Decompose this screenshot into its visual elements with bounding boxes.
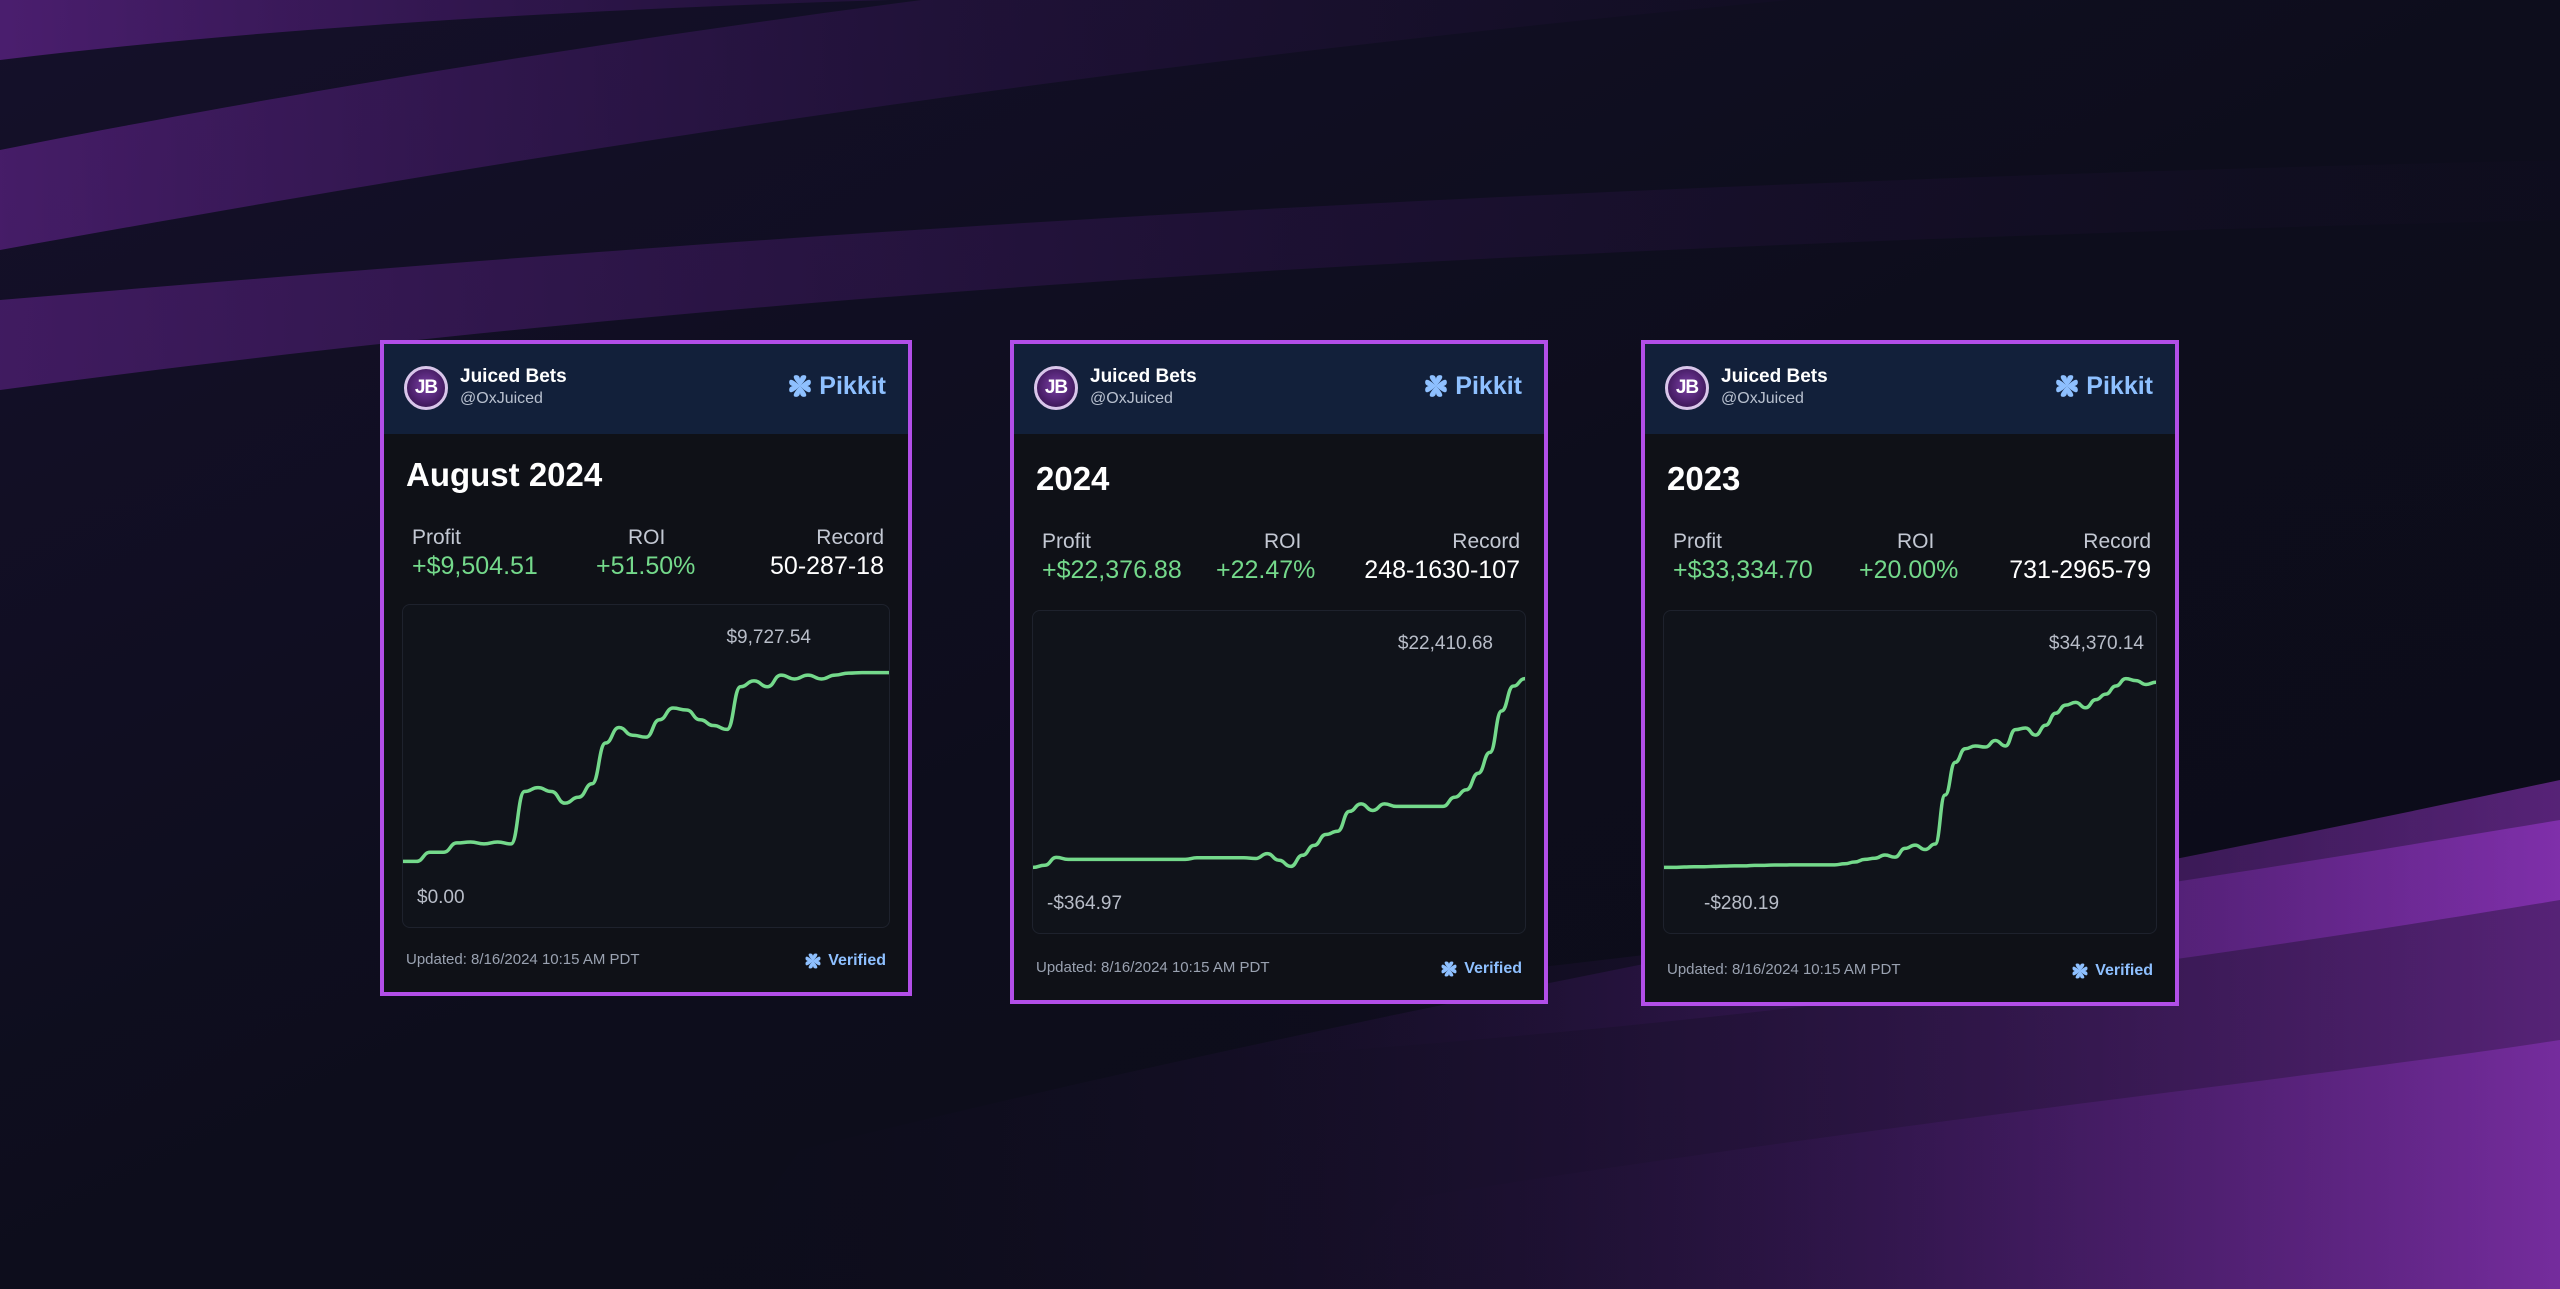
stats-card-2023[interactable]: JB Juiced Bets @OxJuiced Pikkit 2023 Pro… [1641,340,2179,1006]
profit-chart: $22,410.68 -$364.97 [1032,610,1526,934]
roi-label: ROI [628,526,666,549]
verified-clover-icon [1441,961,1457,977]
pikkit-logo: Pikkit [2054,370,2153,402]
profit-label: Profit [1673,530,1723,553]
record-value: 731-2965-79 [2009,556,2151,584]
profit-label: Profit [412,526,462,549]
jb-avatar-icon: JB [1665,366,1709,410]
profit-line-chart [403,605,889,927]
profit-series-line [1033,679,1525,868]
user-name: Juiced Bets [1090,366,1197,387]
record-label: Record [1452,530,1520,553]
updated-timestamp: Updated: 8/16/2024 10:15 AM PDT [1036,959,1270,976]
profit-series-line [403,673,889,862]
record-value: 248-1630-107 [1364,556,1520,584]
user-handle: @OxJuiced [1721,390,1804,407]
card-header: JB Juiced Bets @OxJuiced Pikkit [1645,344,2175,434]
chart-max-label: $34,370.14 [2048,633,2144,654]
record-label: Record [816,526,884,549]
user-name: Juiced Bets [460,366,567,387]
stats-card-2024[interactable]: JB Juiced Bets @OxJuiced Pikkit 2024 Pro… [1010,340,1548,1004]
user-name: Juiced Bets [1721,366,1828,387]
chart-max-label: $9,727.54 [726,627,811,648]
profit-value: +$22,376.88 [1042,556,1182,584]
chart-max-label: $22,410.68 [1397,633,1493,654]
chart-min-label: -$280.19 [1704,893,1780,914]
roi-label: ROI [1264,530,1302,553]
profit-chart: $9,727.54 $0.00 [402,604,890,928]
profit-label: Profit [1042,530,1092,553]
card-title: August 2024 [406,456,603,493]
card-header: JB Juiced Bets @OxJuiced Pikkit [384,344,908,434]
roi-value: +51.50% [596,552,696,580]
pikkit-logo: Pikkit [787,370,886,402]
profit-value: +$33,334.70 [1673,556,1813,584]
roi-value: +22.47% [1216,556,1316,584]
brand-name: Pikkit [2086,371,2153,400]
verified-text: Verified [2095,962,2153,979]
pikkit-logo: Pikkit [1423,370,1522,402]
profit-chart: $34,370.14 -$280.19 [1663,610,2157,934]
verified-text: Verified [828,952,886,969]
jb-avatar-icon: JB [1034,366,1078,410]
card-title: 2024 [1036,460,1110,497]
verified-badge: Verified [2071,962,2153,980]
brand-name: Pikkit [819,371,886,400]
verified-badge: Verified [1440,960,1522,978]
roi-label: ROI [1897,530,1935,553]
chart-min-label: -$364.97 [1047,893,1123,914]
pikkit-clover-icon [1425,375,1448,397]
verified-clover-icon [2072,963,2088,979]
pikkit-clover-icon [789,375,812,397]
pikkit-clover-icon [2056,375,2079,397]
updated-timestamp: Updated: 8/16/2024 10:15 AM PDT [406,951,640,968]
profit-series-line [1664,679,2156,868]
brand-name: Pikkit [1455,371,1522,400]
verified-clover-icon [805,953,821,969]
jb-avatar-icon: JB [404,366,448,410]
profit-value: +$9,504.51 [412,552,538,580]
verified-text: Verified [1464,960,1522,977]
updated-timestamp: Updated: 8/16/2024 10:15 AM PDT [1667,961,1901,978]
profit-line-chart [1033,611,1525,933]
chart-min-label: $0.00 [417,887,465,908]
profit-line-chart [1664,611,2156,933]
verified-badge: Verified [804,952,886,970]
stats-card-august-2024[interactable]: JB Juiced Bets @OxJuiced Pikkit August 2… [380,340,912,996]
record-label: Record [2083,530,2151,553]
roi-value: +20.00% [1859,556,1959,584]
user-handle: @OxJuiced [460,390,543,407]
card-title: 2023 [1667,460,1741,497]
record-value: 50-287-18 [770,552,884,580]
user-handle: @OxJuiced [1090,390,1173,407]
card-header: JB Juiced Bets @OxJuiced Pikkit [1014,344,1544,434]
